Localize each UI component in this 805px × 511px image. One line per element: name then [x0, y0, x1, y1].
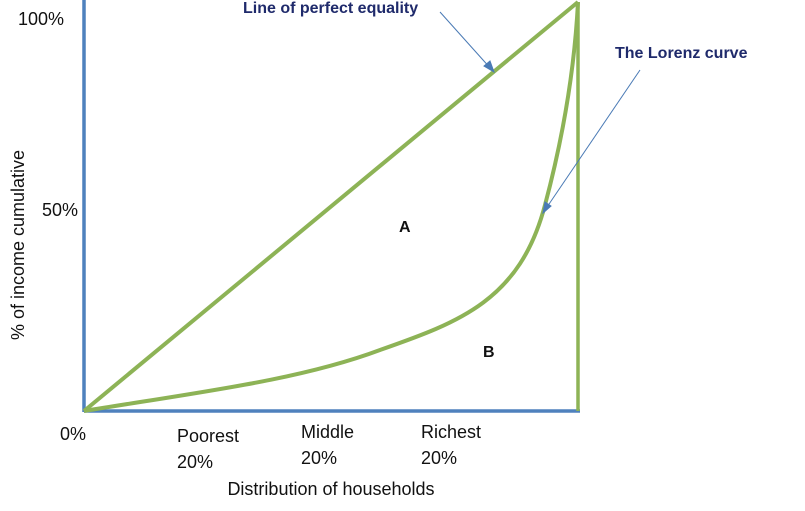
x-group-share: 20%: [421, 448, 457, 468]
x-group-name: Poorest: [177, 426, 239, 446]
lorenz-label: The Lorenz curve: [615, 45, 748, 62]
equality-label: Line of perfect equality: [243, 0, 418, 17]
x-group-name: Middle: [301, 422, 354, 442]
lorenz-curve: [83, 1, 580, 413]
x-axis-label: Distribution of households: [227, 479, 434, 499]
arrow-head: [483, 60, 495, 74]
y-tick-label: 0%: [60, 424, 86, 444]
x-group-share: 20%: [301, 448, 337, 468]
arrow-head: [542, 201, 552, 215]
y-axis-label: % of income cumulative: [8, 150, 28, 340]
callouts: [439, 11, 641, 215]
equality-line: [82, 0, 580, 413]
y-tick-label: 100%: [18, 9, 64, 29]
lorenz-callout: [544, 69, 641, 211]
x-group-share: 20%: [177, 452, 213, 472]
x-group-name: Richest: [421, 422, 481, 442]
area-a: A: [399, 219, 411, 236]
y-tick-label: 50%: [42, 200, 78, 220]
equality-callout: [439, 11, 493, 71]
area-b: B: [483, 344, 495, 361]
